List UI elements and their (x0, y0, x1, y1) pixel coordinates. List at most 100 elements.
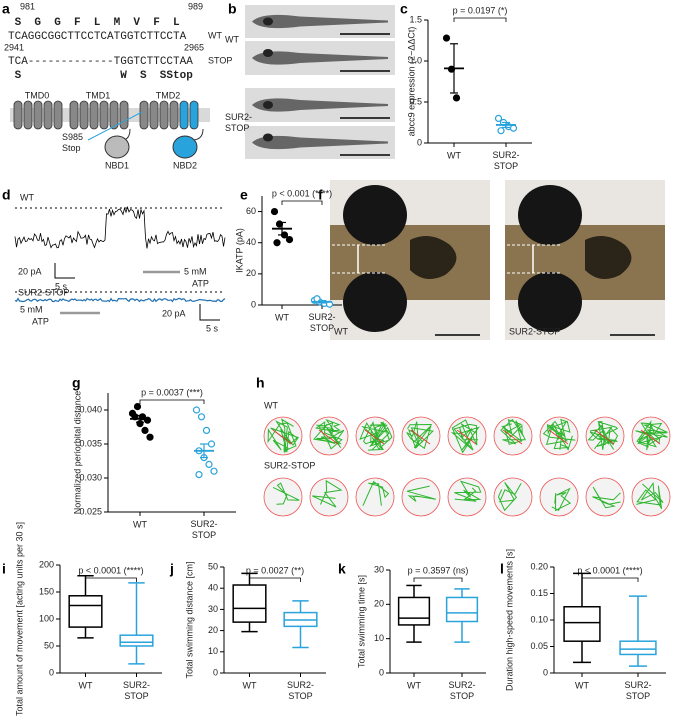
box (119, 634, 154, 647)
panel-letter: l (500, 561, 504, 577)
y-tick-label: 0.030 (79, 472, 102, 482)
track (454, 480, 482, 502)
nbd2 (172, 135, 198, 159)
panel-letter: i (2, 561, 6, 577)
y-tick-label: 10 (208, 646, 218, 656)
panel-letter: e (240, 187, 248, 203)
track (450, 419, 480, 454)
y-tick-label: 60 (246, 206, 256, 216)
amino-acid: G (34, 17, 41, 29)
x-tick-label: WT (133, 519, 147, 529)
data-point (202, 426, 211, 434)
helix (69, 100, 79, 130)
stop-label: STOP (208, 55, 232, 65)
y-tick-label: 0 (49, 667, 54, 677)
data-point (285, 236, 294, 244)
x-tick-label: WT (275, 312, 289, 322)
amino-acid: F (74, 17, 81, 29)
track (362, 480, 390, 506)
y-tick-label: 0.035 (79, 438, 102, 448)
arena (493, 416, 533, 456)
panel-letter: a (2, 1, 10, 17)
helix (119, 100, 129, 130)
domain-label: TMD0 (25, 90, 50, 100)
data-point (141, 426, 149, 434)
track-fast (410, 429, 431, 445)
nt-number: 2941 (4, 42, 24, 52)
site-pointer (87, 111, 143, 141)
y-tick-label: 30 (374, 564, 384, 574)
mutant-amino-acid: S (160, 70, 167, 82)
fish-eye (263, 101, 273, 109)
fish (252, 135, 388, 150)
track-fast (594, 429, 615, 445)
y-tick-label: 0.10 (530, 614, 548, 624)
amino-acid: V (133, 17, 140, 29)
domain-label: TMD2 (156, 90, 181, 100)
data-point (133, 403, 142, 411)
nbd1 (104, 135, 130, 159)
fish (252, 51, 388, 65)
track (406, 421, 434, 450)
track-fast (640, 429, 661, 445)
track (636, 481, 664, 509)
box (232, 584, 267, 623)
x-tick-label: SUR2-STOP (308, 312, 335, 333)
amino-acid: L (94, 17, 101, 29)
x-tick-label: SUR2-STOP (624, 680, 651, 701)
p-value: p = 0.0197 (*) (453, 5, 508, 15)
y-tick-label: 100 (39, 613, 54, 623)
helix (139, 100, 149, 130)
eye (343, 272, 407, 332)
eye (343, 185, 407, 245)
y-tick-label: 200 (39, 559, 54, 569)
arena (263, 477, 303, 517)
mutant-amino-acid: S (15, 70, 22, 82)
genotype-label: SUR2-STOP (509, 326, 560, 336)
box (397, 596, 431, 626)
x-tick-label: SUR2-STOP (287, 680, 314, 701)
y-axis-label: IKATP (pA) (234, 228, 244, 273)
data-point (509, 124, 518, 132)
y-tick-label: 0.20 (530, 561, 548, 571)
y-tick-label: 0.05 (530, 641, 548, 651)
y-tick-label: 30 (208, 604, 218, 614)
track (272, 482, 300, 505)
atp-label: 5 mM (184, 266, 207, 276)
p-value: p < 0.001 (****) (272, 188, 332, 198)
track (312, 479, 343, 508)
panel-letter: d (2, 187, 11, 203)
genotype-label: SUR2-STOP (225, 112, 252, 133)
y-tick-label: 0.5 (409, 96, 422, 106)
arena (401, 416, 441, 456)
mutant-sequence: TCA-------------TGGTCTTCCTAA (8, 56, 193, 68)
amino-acid: S (15, 17, 22, 29)
x-tick-label: SUR2-STOP (448, 680, 475, 701)
helix (43, 100, 53, 130)
significance-bracket (249, 577, 301, 582)
wt-label: WT (208, 30, 222, 40)
y-tick-label: 0.15 (530, 588, 548, 598)
helix (149, 100, 159, 130)
genotype-label: WT (225, 34, 239, 44)
significance-bracket (139, 399, 205, 404)
p-value: p = 0.0037 (***) (141, 387, 203, 397)
data-point (210, 467, 218, 475)
y-tick-label: 0.025 (79, 506, 102, 516)
genotype-label: SUR2-STOP (264, 460, 315, 470)
aa-number: 981 (20, 1, 35, 11)
fish (252, 14, 388, 29)
x-tick-label: SUR2-STOP (123, 680, 150, 701)
panel-letter: c (400, 1, 408, 17)
x-tick-label: WT (575, 680, 589, 690)
significance-bracket (453, 17, 507, 22)
x-tick-label: SUR2-STOP (190, 519, 217, 540)
significance-bracket (581, 577, 639, 582)
scale-label: 20 pA (162, 308, 186, 318)
y-axis-label: Total amount of movement [acting units p… (14, 522, 24, 716)
box (619, 640, 657, 656)
track-fast (456, 429, 477, 445)
amino-acid: L (173, 17, 180, 29)
data-point (197, 413, 206, 421)
